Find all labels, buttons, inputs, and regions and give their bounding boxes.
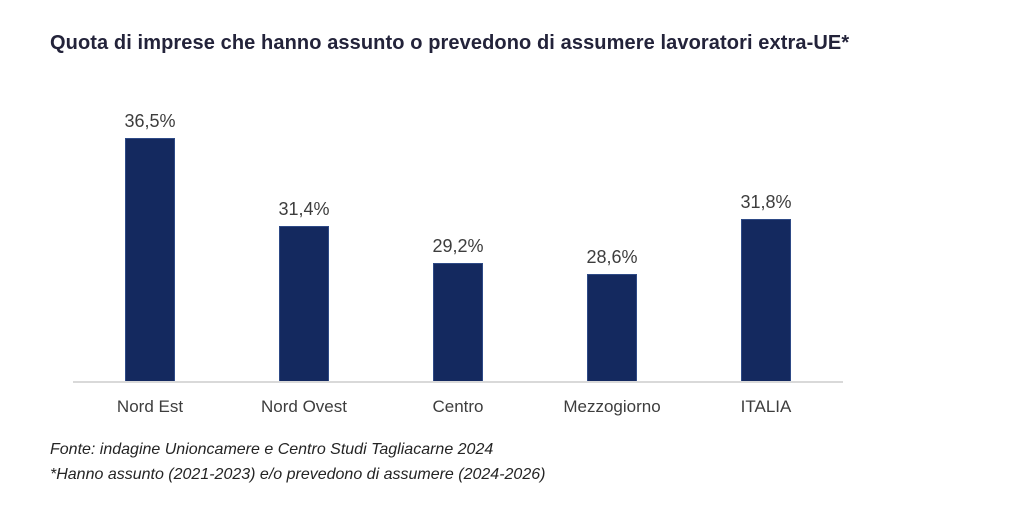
bar-column-nord-est: 36,5% (73, 70, 227, 382)
plot-area: 36,5% 31,4% 29,2% 28,6% 31,8% (73, 70, 843, 382)
bar-italia (741, 218, 791, 382)
bar-column-mezzogiorno: 28,6% (535, 70, 689, 382)
category-label-centro: Centro (432, 397, 484, 416)
bar-value-label-centro: 29,2% (432, 236, 484, 257)
category-axis: Nord Est Nord Ovest Centro Mezzogiorno ITALI… (73, 397, 843, 417)
bar-value-label-nord-ovest: 31,4% (278, 198, 330, 219)
bar-value-label-nord-est: 36,5% (124, 110, 176, 131)
source-note: Fonte: indagine Unioncamere e Centro Stu… (50, 441, 494, 458)
bar-nord-ovest (279, 225, 329, 382)
x-axis-line (73, 381, 843, 383)
category-label-mezzogiorno: Mezzogiorno (563, 397, 661, 416)
chart-title: Quota di imprese che hanno assunto o pre… (50, 32, 850, 54)
category-label-italia: ITALIA (740, 397, 792, 416)
footnote: *Hanno assunto (2021-2023) e/o prevedono… (50, 466, 546, 483)
bar-column-centro: 29,2% (381, 70, 535, 382)
bar-mezzogiorno (587, 273, 637, 382)
bar-column-nord-ovest: 31,4% (227, 70, 381, 382)
category-label-nord-ovest: Nord Ovest (261, 397, 347, 416)
bar-value-label-mezzogiorno: 28,6% (586, 246, 638, 267)
bar-centro (433, 263, 483, 382)
bar-column-italia: 31,8% (689, 70, 843, 382)
bar-value-label-italia: 31,8% (740, 191, 792, 212)
category-label-nord-est: Nord Est (116, 397, 184, 416)
chart-footer: Fonte: indagine Unioncamere e Centro Stu… (50, 437, 545, 487)
bar-nord-est (125, 137, 175, 382)
